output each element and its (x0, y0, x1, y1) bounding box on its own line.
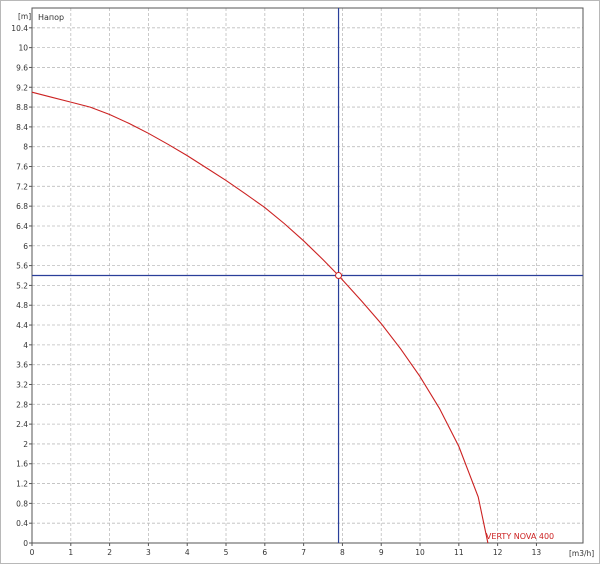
y-tick-label: 5.6 (16, 262, 28, 271)
x-tick-label: 4 (185, 548, 190, 557)
series-label: VERTY NOVA 400 (486, 532, 554, 541)
y-tick-label: 7.6 (16, 163, 28, 172)
x-tick-label: 7 (301, 548, 306, 557)
y-tick-label: 8 (23, 143, 28, 152)
y-tick-label: 8.8 (16, 103, 28, 112)
x-tick-label: 9 (379, 548, 384, 557)
y-tick-label: 9.2 (16, 83, 28, 92)
y-tick-label: 3.2 (16, 380, 28, 389)
x-tick-label: 5 (224, 548, 229, 557)
y-tick-label: 5.2 (16, 281, 28, 290)
y-tick-label: 4.8 (16, 301, 28, 310)
x-tick-label: 2 (107, 548, 112, 557)
y-tick-label: 4.4 (16, 321, 28, 330)
y-axis-unit: [m] (18, 12, 31, 21)
y-tick-label: 8.4 (16, 123, 28, 132)
x-axis-unit: [m3/h] (569, 549, 594, 558)
y-tick-label: 7.2 (16, 182, 28, 191)
y-tick-label: 1.2 (16, 480, 28, 489)
x-tick-label: 3 (146, 548, 151, 557)
y-tick-label: 9.6 (16, 63, 28, 72)
x-tick-label: 13 (532, 548, 542, 557)
x-tick-label: 8 (340, 548, 345, 557)
y-tick-label: 1.6 (16, 460, 28, 469)
y-tick-label: 2 (23, 440, 28, 449)
y-tick-label: 10 (18, 44, 28, 53)
y-tick-label: 2.4 (16, 420, 28, 429)
y-tick-label: 0.4 (16, 519, 28, 528)
x-tick-label: 11 (454, 548, 464, 557)
y-tick-label: 2.8 (16, 400, 28, 409)
y-axis: 0 0.4 0.8 1.2 1.6 2 2.4 2.8 3.2 3.6 4 4.4 4.8 5.2 5.6 6… (11, 24, 32, 548)
x-axis: 0 1 2 3 4 5 6 7 8 9 10 11 12 13 (30, 543, 542, 557)
y-tick-label: 3.6 (16, 361, 28, 370)
x-tick-label: 1 (68, 548, 73, 557)
x-tick-label: 6 (262, 548, 267, 557)
y-tick-label: 0.8 (16, 499, 28, 508)
y-tick-label: 6.8 (16, 202, 28, 211)
operating-point-marker[interactable] (335, 272, 343, 279)
series-line-0 (31, 91, 489, 544)
series-layer (31, 91, 489, 544)
y-tick-label: 4 (23, 341, 28, 350)
x-tick-label: 10 (415, 548, 425, 557)
x-tick-label: 12 (493, 548, 503, 557)
y-tick-label: 10.4 (11, 24, 28, 33)
y-tick-label: 6 (23, 242, 28, 251)
y-tick-label: 6.4 (16, 222, 28, 231)
x-tick-label: 0 (30, 548, 35, 557)
chart-title: Напор (38, 13, 64, 22)
y-tick-label: 0 (23, 539, 28, 548)
